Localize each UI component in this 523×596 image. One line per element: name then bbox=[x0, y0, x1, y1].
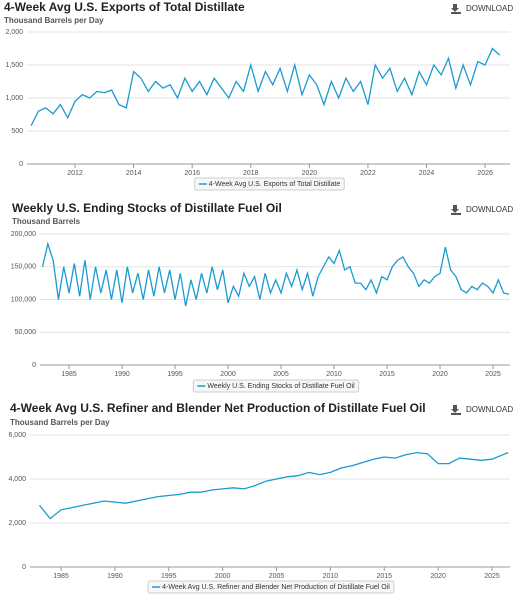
chart-title: Weekly U.S. Ending Stocks of Distillate … bbox=[12, 201, 282, 215]
x-tick-label: 2024 bbox=[419, 170, 435, 177]
download-button[interactable]: DOWNLOAD bbox=[451, 4, 513, 14]
x-tick-label: 2010 bbox=[323, 573, 339, 580]
legend[interactable]: Weekly U.S. Ending Stocks of Distillate … bbox=[192, 379, 360, 393]
y-tick-label: 1,500 bbox=[5, 62, 23, 69]
y-tick-label: 0 bbox=[32, 362, 36, 369]
x-tick-label: 2020 bbox=[432, 371, 448, 378]
x-tick-label: 2010 bbox=[326, 371, 342, 378]
legend-label[interactable]: 4-Week Avg U.S. Refiner and Blender Net … bbox=[162, 584, 390, 591]
download-label[interactable]: DOWNLOAD bbox=[466, 205, 513, 214]
x-tick-label: 2016 bbox=[184, 170, 200, 177]
data-line bbox=[41, 241, 510, 307]
x-tick-label: 2025 bbox=[485, 371, 501, 378]
x-tick-label: 2014 bbox=[126, 170, 142, 177]
legend[interactable]: 4-Week Avg U.S. Refiner and Blender Net … bbox=[147, 580, 395, 594]
chart-title: 4-Week Avg U.S. Exports of Total Distill… bbox=[4, 0, 245, 14]
x-tick-label: 2020 bbox=[302, 170, 318, 177]
y-tick-label: 2,000 bbox=[8, 520, 26, 527]
y-tick-label: 50,000 bbox=[15, 329, 37, 336]
chart-title: 4-Week Avg U.S. Refiner and Blender Net … bbox=[10, 401, 426, 415]
x-tick-label: 2000 bbox=[215, 573, 231, 580]
legend-label[interactable]: Weekly U.S. Ending Stocks of Distillate … bbox=[207, 383, 355, 390]
y-tick-label: 500 bbox=[11, 128, 23, 135]
y-axis-label: Thousand Barrels per Day bbox=[10, 418, 110, 427]
download-label[interactable]: DOWNLOAD bbox=[466, 4, 513, 13]
x-tick-label: 1995 bbox=[167, 371, 183, 378]
x-tick-label: 1990 bbox=[114, 371, 130, 378]
y-tick-label: 2,000 bbox=[5, 29, 23, 36]
chart: 4-Week Avg U.S. Exports of Total Distill… bbox=[4, 0, 513, 191]
data-line bbox=[38, 451, 509, 520]
legend-box[interactable] bbox=[192, 379, 360, 393]
download-icon[interactable] bbox=[451, 4, 461, 14]
x-tick-label: 2012 bbox=[67, 170, 83, 177]
data-line bbox=[30, 47, 501, 127]
y-axis-label: Thousand Barrels per Day bbox=[4, 16, 104, 25]
chart: 4-Week Avg U.S. Refiner and Blender Net … bbox=[8, 401, 513, 594]
y-axis-label: Thousand Barrels bbox=[12, 217, 81, 226]
x-tick-label: 2026 bbox=[477, 170, 493, 177]
x-tick-label: 2015 bbox=[376, 573, 392, 580]
y-tick-label: 100,000 bbox=[11, 296, 36, 303]
download-icon[interactable] bbox=[451, 405, 461, 415]
x-tick-label: 2000 bbox=[220, 371, 236, 378]
x-tick-label: 1990 bbox=[107, 573, 123, 580]
legend-label[interactable]: 4-Week Avg U.S. Exports of Total Distill… bbox=[209, 181, 341, 188]
y-tick-label: 6,000 bbox=[8, 432, 26, 439]
y-tick-label: 150,000 bbox=[11, 264, 36, 271]
legend-box[interactable] bbox=[194, 177, 345, 191]
x-tick-label: 2015 bbox=[379, 371, 395, 378]
x-tick-label: 2018 bbox=[243, 170, 259, 177]
x-tick-label: 2022 bbox=[360, 170, 376, 177]
x-tick-label: 2020 bbox=[430, 573, 446, 580]
legend-box[interactable] bbox=[147, 580, 395, 594]
x-tick-label: 1985 bbox=[61, 371, 77, 378]
legend[interactable]: 4-Week Avg U.S. Exports of Total Distill… bbox=[194, 177, 345, 191]
y-tick-label: 0 bbox=[22, 564, 26, 571]
download-button[interactable]: DOWNLOAD bbox=[451, 205, 513, 215]
x-tick-label: 1985 bbox=[53, 573, 69, 580]
chart: Weekly U.S. Ending Stocks of Distillate … bbox=[11, 201, 513, 393]
download-icon[interactable] bbox=[451, 205, 461, 215]
x-tick-label: 1995 bbox=[161, 573, 177, 580]
y-tick-label: 200,000 bbox=[11, 231, 36, 238]
y-tick-label: 4,000 bbox=[8, 476, 26, 483]
y-tick-label: 1,000 bbox=[5, 95, 23, 102]
download-label[interactable]: DOWNLOAD bbox=[466, 405, 513, 414]
download-button[interactable]: DOWNLOAD bbox=[451, 405, 513, 415]
x-tick-label: 2025 bbox=[484, 573, 500, 580]
x-tick-label: 2005 bbox=[273, 371, 289, 378]
x-tick-label: 2005 bbox=[269, 573, 285, 580]
y-tick-label: 0 bbox=[19, 161, 23, 168]
